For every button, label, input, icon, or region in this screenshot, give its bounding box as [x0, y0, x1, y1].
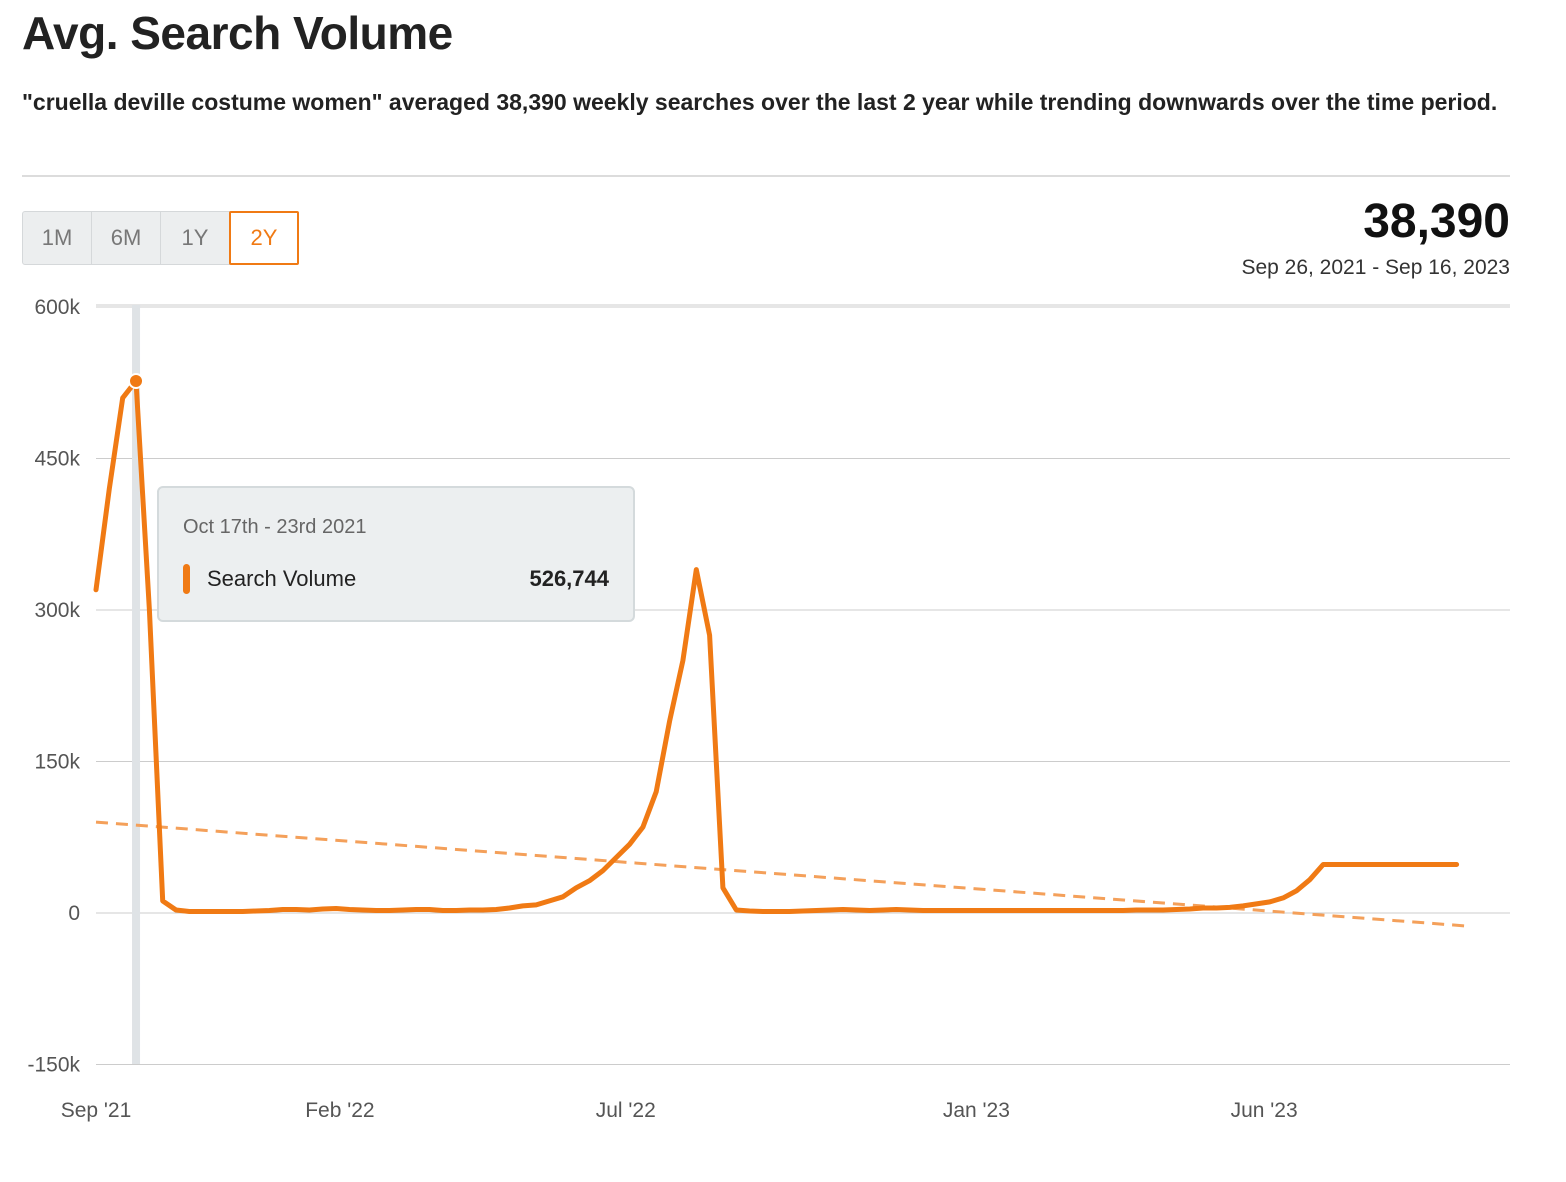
- range-button-6m[interactable]: 6M: [91, 211, 161, 265]
- search-volume-chart[interactable]: 600k 450k 300k 150k 0 -150k Sep '21 Feb '22 Jul …: [0, 290, 1566, 1160]
- date-range: Sep 26, 2021 - Sep 16, 2023: [1241, 256, 1510, 279]
- x-tick-label: Jan '23: [943, 1099, 1010, 1122]
- summary-post: over the last 2 year while trending down…: [754, 89, 1498, 115]
- x-tick-label: Jun '23: [1231, 1099, 1298, 1122]
- summary-highlight: 38,390 weekly searches: [496, 89, 755, 115]
- tooltip-series-label: Search Volume: [207, 566, 357, 591]
- range-button-1m[interactable]: 1M: [22, 211, 92, 265]
- y-tick-label: 600k: [34, 296, 80, 319]
- x-tick-label: Feb '22: [305, 1099, 374, 1122]
- summary-text: "cruella deville costume women" averaged…: [22, 84, 1512, 120]
- time-range-selector: 1M 6M 1Y 2Y: [22, 211, 299, 265]
- chart-tooltip: Oct 17th - 23rd 2021 Search Volume 526,7…: [157, 486, 635, 622]
- tooltip-value: 526,744: [529, 566, 609, 591]
- x-tick-label: Sep '21: [61, 1099, 132, 1122]
- average-value: 38,390: [1363, 195, 1510, 248]
- x-tick-label: Jul '22: [596, 1099, 656, 1122]
- page-title: Avg. Search Volume: [22, 7, 453, 59]
- y-tick-label: -150k: [27, 1054, 80, 1077]
- tooltip-date: Oct 17th - 23rd 2021: [183, 516, 367, 538]
- tooltip-series-swatch: [183, 564, 190, 594]
- range-button-1y[interactable]: 1Y: [160, 211, 230, 265]
- search-volume-line: [93, 378, 1460, 914]
- y-tick-label: 0: [68, 902, 80, 925]
- summary-pre: "cruella deville costume women" averaged: [22, 89, 497, 115]
- range-button-2y[interactable]: 2Y: [229, 211, 299, 265]
- y-tick-label: 450k: [34, 448, 80, 471]
- y-tick-label: 150k: [34, 751, 80, 774]
- y-tick-label: 300k: [34, 599, 80, 622]
- highlight-point: [128, 372, 145, 389]
- header-divider: [22, 175, 1510, 177]
